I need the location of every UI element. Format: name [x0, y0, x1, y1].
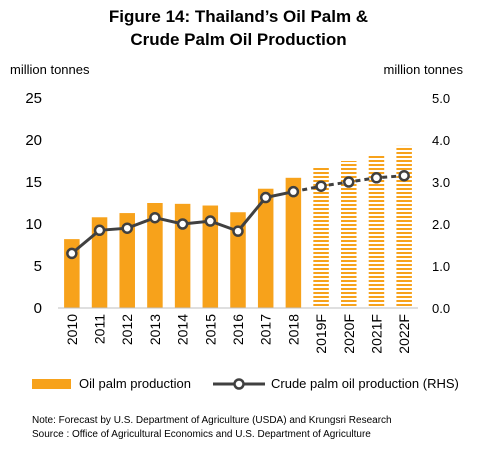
y-left-tick-label: 5 [34, 258, 42, 275]
legend-bar-swatch [32, 378, 71, 389]
x-tick-label: 2013 [147, 314, 163, 345]
x-tick-label: 2020F [341, 314, 357, 354]
line-point [149, 211, 161, 224]
x-tick-label: 2021F [368, 314, 384, 354]
legend-line-symbol [213, 377, 265, 390]
bar [174, 203, 191, 308]
legend-label-crude-palm-oil: Crude palm oil production (RHS) [271, 376, 459, 391]
bar [91, 217, 108, 308]
x-tick-label: 2010 [64, 314, 80, 345]
chart-title-line-1: Figure 14: Thailand’s Oil Palm & [108, 7, 369, 26]
bar [257, 188, 274, 308]
line-point [66, 247, 78, 260]
x-tick-label: 2018 [285, 314, 301, 345]
chart-title-line-2: Crude Palm Oil Production [130, 30, 347, 49]
x-tick-label: 2015 [202, 314, 218, 345]
y-left-tick-label: 20 [25, 132, 42, 149]
y-right-tick-label: 5.0 [432, 91, 450, 106]
y-right-tick-label: 2.0 [432, 217, 450, 232]
y-right-tick-label: 4.0 [432, 133, 450, 148]
bar-forecast [396, 145, 412, 308]
y-right-tick-label: 0.0 [432, 301, 450, 316]
x-tick-label: 2014 [175, 314, 191, 345]
x-tick-label: 2019F [313, 314, 329, 354]
y-left-tick-label: 15 [25, 174, 42, 191]
legend-label-oil-palm: Oil palm production [79, 376, 191, 391]
x-tick-label: 2017 [258, 314, 274, 345]
legend-item-oil-palm: Oil palm production [32, 376, 191, 391]
source-note: Source : Office of Agricultural Economic… [32, 429, 371, 440]
bar-forecast [313, 167, 329, 308]
bar [119, 213, 135, 308]
x-tick-label: 2011 [92, 314, 108, 344]
footnote: Note: Forecast by U.S. Department of Agr… [32, 415, 392, 426]
line-point [398, 169, 410, 182]
y-right-tick-label: 1.0 [432, 259, 450, 274]
x-tick-label: 2016 [230, 314, 246, 345]
bar [285, 177, 302, 308]
left-axis-unit: million tonnes [10, 62, 90, 77]
y-left-tick-label: 10 [25, 216, 42, 233]
y-left-tick-label: 0 [34, 300, 42, 317]
line-point [93, 224, 106, 237]
line-point [343, 176, 355, 188]
y-left-tick-label: 25 [25, 90, 42, 107]
bar [147, 203, 163, 308]
line-point [121, 222, 133, 234]
x-tick-label: 2012 [119, 314, 135, 345]
line-point [259, 191, 272, 204]
y-right-tick-label: 3.0 [432, 175, 450, 190]
legend-item-crude-palm-oil: Crude palm oil production (RHS) [213, 376, 459, 391]
right-axis-unit: million tonnes [383, 62, 464, 77]
line-point [232, 225, 244, 237]
bar-forecast [368, 155, 385, 308]
bar [202, 205, 219, 308]
line-point [176, 218, 189, 230]
bar [230, 212, 246, 308]
line-point [204, 215, 217, 227]
line-point [287, 185, 300, 198]
x-tick-label: 2022F [396, 314, 412, 354]
line-point [315, 180, 327, 192]
line-point [370, 172, 383, 184]
bar-forecast [341, 161, 357, 308]
